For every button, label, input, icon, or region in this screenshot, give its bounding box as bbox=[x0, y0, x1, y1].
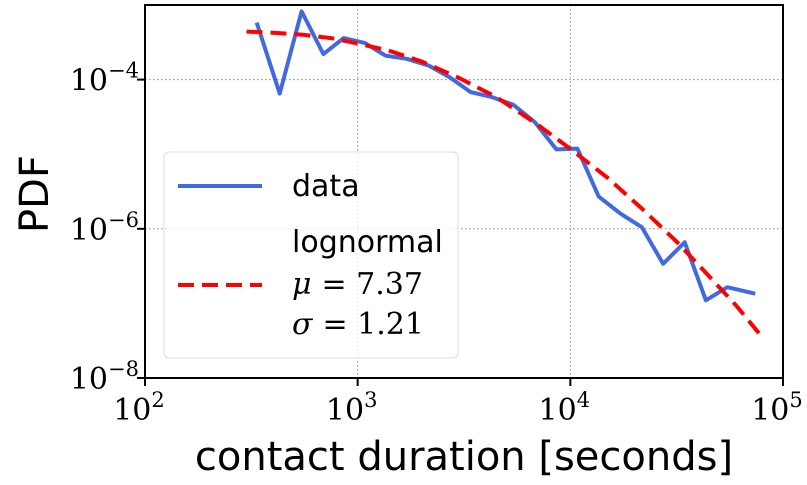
y-tick-label: 10−6 bbox=[70, 208, 139, 248]
plot-area-frame bbox=[144, 4, 784, 379]
x-tick-label: 104 bbox=[539, 388, 591, 428]
x-axis-title: contact duration [seconds] bbox=[195, 434, 733, 480]
legend-box bbox=[163, 151, 459, 359]
legend-mu: μ = 7.37 bbox=[292, 267, 423, 302]
y-axis-ticks: 10−8 10−6 10−4 bbox=[70, 59, 145, 397]
y-tick-label: 10−4 bbox=[70, 59, 139, 99]
series-line-lognormal bbox=[246, 29, 764, 339]
sigma-symbol: σ bbox=[292, 307, 314, 342]
mu-value: = 7.37 bbox=[322, 267, 423, 302]
legend-label-data: data bbox=[292, 169, 360, 204]
y-axis-title: PDF bbox=[12, 155, 58, 233]
legend-sigma: σ = 1.21 bbox=[292, 307, 424, 342]
x-tick-label: 105 bbox=[751, 388, 803, 428]
x-tick-label: 103 bbox=[326, 388, 378, 428]
series-layer bbox=[246, 9, 764, 339]
mu-symbol: μ bbox=[292, 267, 312, 302]
legend-label-lognormal: lognormal bbox=[292, 225, 443, 260]
sigma-value: = 1.21 bbox=[322, 307, 423, 342]
legend: data lognormal μ = 7.37 σ = 1.21 bbox=[163, 151, 459, 359]
x-tick-label: 102 bbox=[113, 388, 165, 428]
x-axis-ticks: 102 103 104 105 bbox=[113, 378, 803, 428]
y-tick-label: 10−8 bbox=[70, 357, 139, 397]
